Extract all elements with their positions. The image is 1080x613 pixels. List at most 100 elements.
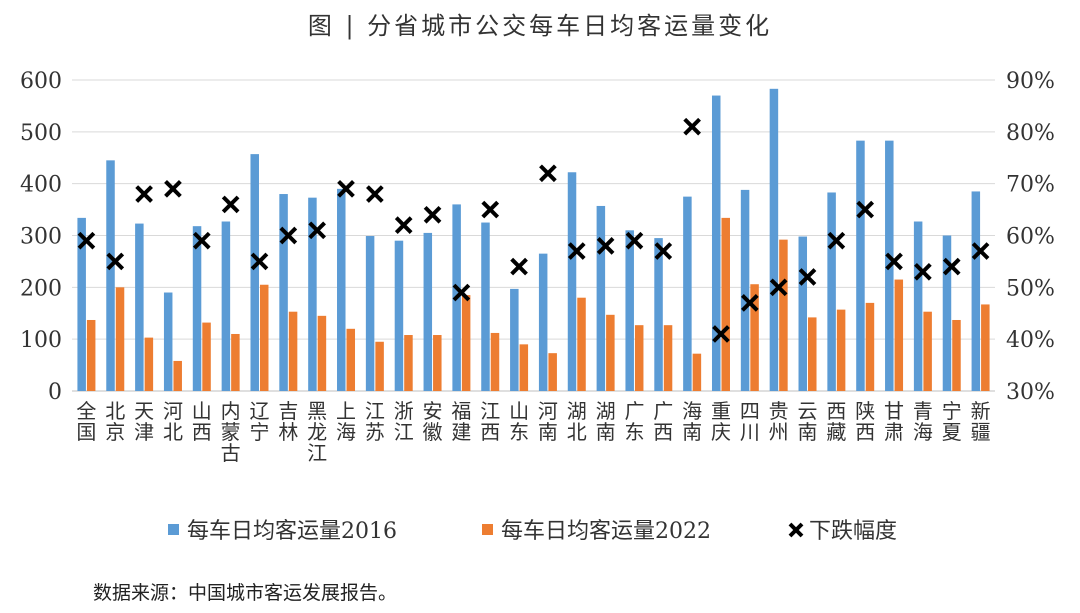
category-label: 福建 xyxy=(451,399,471,444)
category-label: 江苏 xyxy=(365,399,385,444)
bar-2016 xyxy=(77,217,86,391)
category-label: 湖南 xyxy=(596,399,616,444)
bar-2022 xyxy=(433,335,442,391)
bar-2022 xyxy=(144,337,154,391)
bar-2022 xyxy=(779,239,788,391)
bar-2016 xyxy=(135,223,144,391)
bar-2022 xyxy=(952,319,961,391)
category-label: 辽宁 xyxy=(249,399,269,444)
right-tick-label: 60% xyxy=(1006,225,1055,250)
bar-2022 xyxy=(894,279,904,391)
decline-marker xyxy=(769,278,788,297)
decline-marker xyxy=(683,117,701,136)
marker-stroke xyxy=(740,294,759,312)
marker-stroke xyxy=(221,195,240,214)
category-label: 广西 xyxy=(653,399,673,444)
legend-item: 每车日均客运量2016 xyxy=(168,519,397,544)
legend: 每车日均客运量2016 每车日均客运量2022 下跌幅度 xyxy=(168,519,897,544)
decline-marker xyxy=(654,242,673,260)
decline-marker xyxy=(135,185,153,203)
bar-2016 xyxy=(971,191,981,391)
bar-2022 xyxy=(519,344,529,391)
legend-item: 每车日均客运量2022 xyxy=(482,519,711,544)
bar-2022 xyxy=(692,353,702,391)
category-label: 山东 xyxy=(509,399,529,444)
bar-2022 xyxy=(923,311,932,391)
decline-marker xyxy=(192,231,211,250)
legend-label: 下跌幅度 xyxy=(809,519,897,544)
marker-stroke xyxy=(308,221,327,240)
marker-stroke xyxy=(423,205,442,224)
decline-marker xyxy=(337,180,355,198)
decline-markers xyxy=(77,117,990,343)
marker-stroke xyxy=(106,252,125,271)
decline-marker xyxy=(308,221,327,240)
right-tick-label: 70% xyxy=(1006,173,1055,198)
marker-stroke xyxy=(77,231,96,250)
bar-2022 xyxy=(404,335,413,391)
marker-stroke xyxy=(798,268,817,286)
marker-stroke xyxy=(394,216,413,234)
category-label: 天津 xyxy=(134,399,154,444)
left-tick-label: 400 xyxy=(20,173,62,198)
bar-2016 xyxy=(337,188,346,391)
bar-2016 xyxy=(250,154,259,391)
bar-2016 xyxy=(567,172,577,391)
decline-marker xyxy=(971,242,990,260)
category-label: 海南 xyxy=(682,399,702,444)
bar-2022 xyxy=(548,353,557,391)
category-label: 黑龙江 xyxy=(307,399,327,465)
left-tick-label: 500 xyxy=(20,121,62,146)
bar-2022 xyxy=(375,341,384,391)
marker-stroke xyxy=(510,257,528,276)
decline-marker xyxy=(712,325,730,343)
left-tick-label: 0 xyxy=(48,380,62,405)
bar-2016 xyxy=(798,236,808,391)
decline-marker xyxy=(596,237,615,255)
marker-stroke xyxy=(452,283,471,302)
category-label: 青海 xyxy=(913,399,933,444)
decline-marker xyxy=(510,257,528,276)
bar-2022 xyxy=(115,287,125,391)
bar-2016 xyxy=(827,192,836,391)
category-label: 河北 xyxy=(163,399,183,444)
bar-2022 xyxy=(317,315,327,391)
bars xyxy=(77,88,990,392)
bar-2016 xyxy=(192,226,202,391)
category-label: 四川 xyxy=(740,399,760,444)
marker-stroke xyxy=(337,180,355,198)
bar-2016 xyxy=(106,160,115,391)
bar-2016 xyxy=(683,196,692,391)
bar-2022 xyxy=(461,295,471,391)
category-label: 吉林 xyxy=(278,399,298,444)
category-label: 河南 xyxy=(538,399,558,444)
marker-stroke xyxy=(567,242,586,260)
bar-2022 xyxy=(663,325,673,391)
category-label: 江西 xyxy=(480,399,500,444)
category-label: 新疆 xyxy=(971,399,991,444)
decline-marker xyxy=(567,242,586,260)
decline-marker xyxy=(106,252,125,271)
marker-stroke xyxy=(539,164,557,183)
legend-swatch xyxy=(482,524,493,535)
marker-stroke xyxy=(683,117,701,136)
category-label: 浙江 xyxy=(394,399,414,444)
marker-stroke xyxy=(942,257,961,276)
bar-2016 xyxy=(596,205,606,391)
bar-2016 xyxy=(163,292,173,391)
decline-marker xyxy=(481,200,500,219)
bar-2016 xyxy=(942,235,952,391)
bar-2016 xyxy=(769,88,779,391)
bar-2022 xyxy=(634,325,644,391)
category-label: 重庆 xyxy=(711,399,731,444)
marker-stroke xyxy=(856,200,875,219)
bar-2016 xyxy=(394,240,404,391)
decline-marker xyxy=(279,226,298,245)
right-tick-label: 90% xyxy=(1006,69,1055,94)
marker-stroke xyxy=(827,231,846,250)
bar-2016 xyxy=(913,221,923,391)
marker-stroke xyxy=(481,200,500,219)
bar-2022 xyxy=(981,304,990,391)
marker-stroke xyxy=(885,252,903,271)
decline-marker xyxy=(250,252,269,271)
